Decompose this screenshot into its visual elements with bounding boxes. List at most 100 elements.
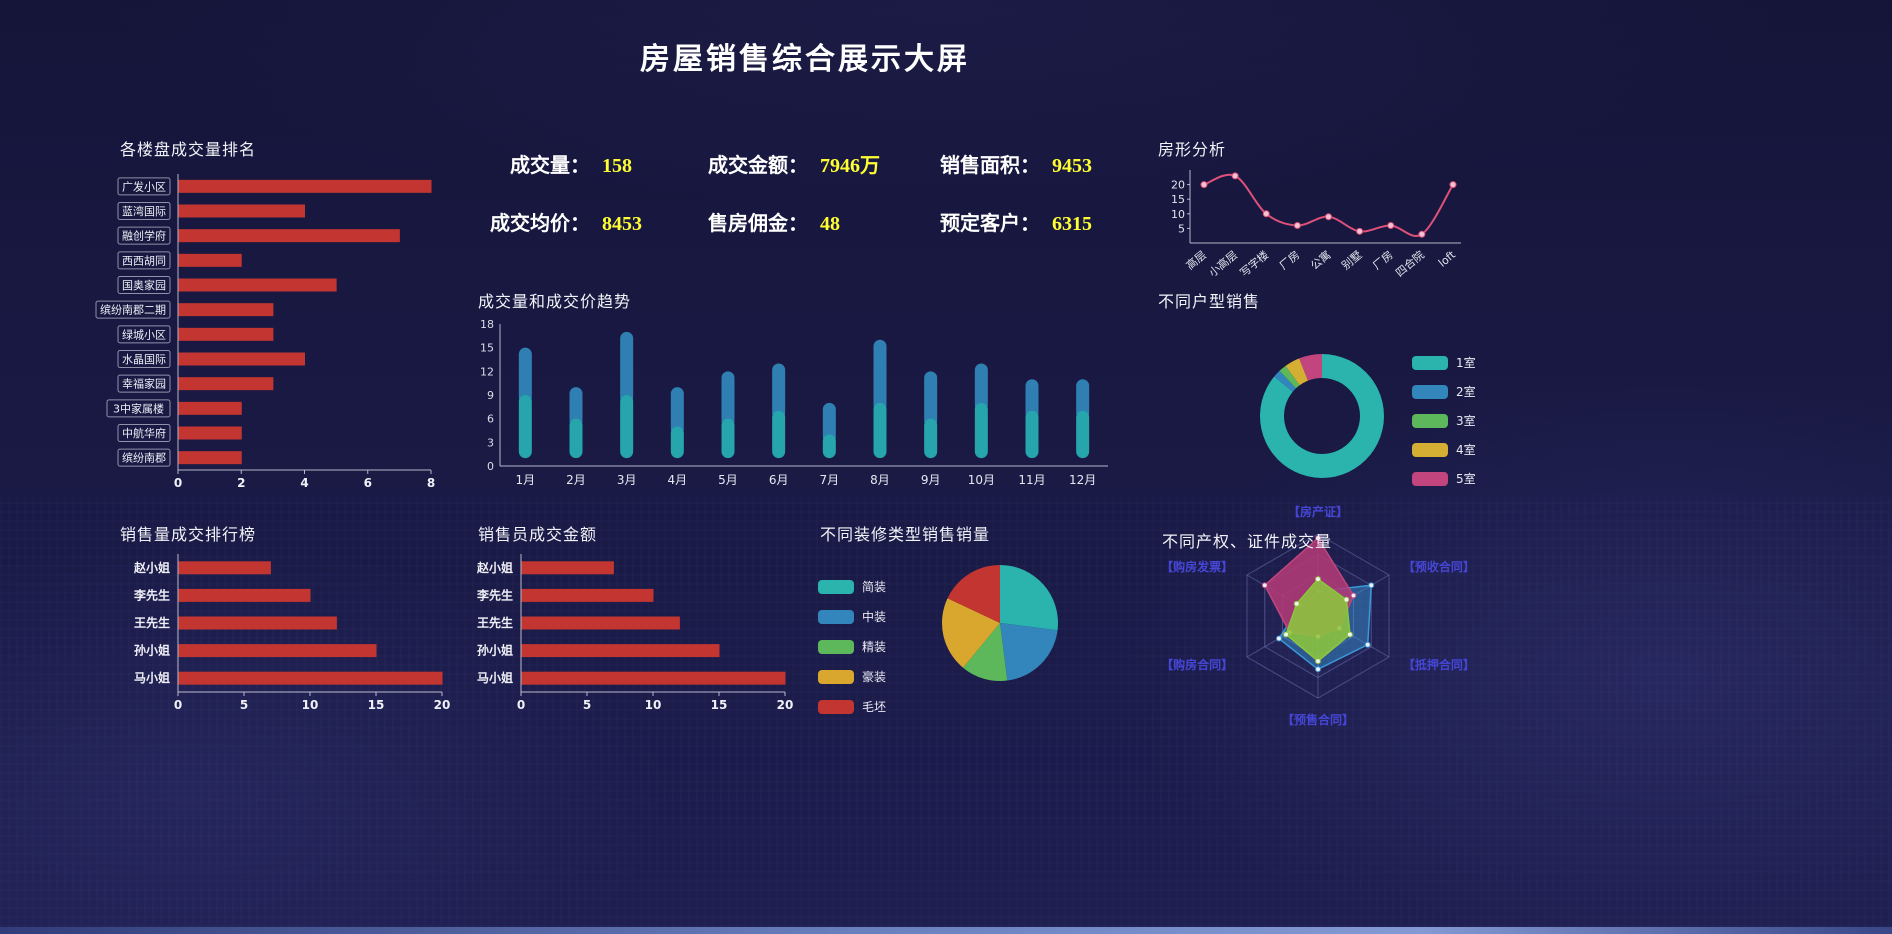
radar-point	[1315, 535, 1321, 542]
radar-indicator-label: 【预售合同】	[1282, 712, 1354, 727]
lower-bar	[1025, 410, 1039, 459]
legend-item-3室[interactable]: 3室	[1412, 412, 1476, 429]
data-point	[1356, 227, 1364, 235]
room-type-legend: 1室 2室 3室 4室 5室	[1412, 354, 1476, 487]
category-label: 中航华府	[122, 426, 166, 440]
kpi-cell: 预定客户： 6315	[928, 207, 1138, 236]
legend-item-2室[interactable]: 2室	[1412, 383, 1476, 400]
bar	[178, 278, 337, 292]
slice-2室	[1274, 370, 1296, 392]
legend-label: 4室	[1456, 443, 1476, 457]
data-point	[1200, 181, 1208, 189]
bar	[178, 204, 305, 218]
legend-label: 1室	[1456, 356, 1476, 370]
upper-bar	[822, 402, 836, 444]
month-label: 7月	[820, 473, 840, 487]
radar-title: 不同产权、证件成交量	[1162, 532, 1333, 551]
category-label: 马小姐	[134, 670, 170, 685]
bar	[178, 426, 242, 440]
radar-point	[1368, 582, 1375, 589]
house-shape-title: 房形分析	[1158, 140, 1227, 159]
bar	[178, 451, 242, 465]
x-tick-label: 0	[174, 476, 182, 490]
category-label: 李先生	[133, 587, 170, 602]
month-label: 1月	[516, 473, 536, 487]
upper-bar	[772, 363, 786, 420]
category-label: 厂房	[1277, 248, 1302, 272]
kpi-value: 48	[820, 212, 840, 235]
decoration-pie-chart	[942, 565, 1058, 681]
bar	[178, 588, 311, 602]
category-label: 写字楼	[1237, 248, 1271, 280]
legend-swatch	[818, 669, 854, 684]
y-tick-label: 15	[480, 342, 494, 355]
radar-point	[1364, 641, 1371, 648]
radar-indicator-label: 【购房合同】	[1161, 657, 1233, 672]
radar-point	[1350, 592, 1357, 599]
legend-item-毛坯[interactable]: 毛坯	[818, 698, 886, 715]
bottom-light-strip	[0, 927, 1892, 934]
legend-item-4室[interactable]: 4室	[1412, 441, 1476, 458]
category-label-box	[117, 177, 171, 196]
upper-bar	[924, 371, 938, 428]
category-label-box	[117, 251, 171, 270]
month-label: 4月	[668, 473, 688, 487]
category-label: 赵小姐	[476, 560, 513, 575]
y-tick-label: 18	[480, 318, 494, 331]
line-series	[1203, 173, 1454, 237]
x-tick-label: 0	[517, 698, 525, 712]
legend-swatch	[1412, 442, 1448, 457]
category-label: 缤纷南郡二期	[100, 303, 166, 317]
month-label: 11月	[1018, 473, 1045, 487]
decoration-legend: 简装中装精装豪装毛坯	[818, 578, 886, 715]
month-label: 3月	[617, 473, 637, 487]
lower-bar	[772, 410, 786, 459]
legend-item-豪装[interactable]: 豪装	[818, 668, 886, 685]
month-label: 2月	[566, 473, 586, 487]
bar	[178, 303, 274, 317]
radar-indicator-label: 【购房发票】	[1161, 559, 1233, 574]
data-point	[1387, 221, 1395, 229]
category-label: 别墅	[1339, 248, 1364, 272]
month-label: 12月	[1069, 473, 1096, 487]
category-label-box	[117, 325, 171, 344]
bar	[178, 179, 432, 193]
x-tick-label: 20	[434, 698, 451, 712]
legend-swatch	[818, 579, 854, 594]
kpi-value: 7946万	[820, 154, 880, 177]
x-tick-label: 8	[427, 476, 435, 490]
kpi-label: 售房佣金：	[708, 212, 808, 235]
legend-item-5室[interactable]: 5室	[1412, 470, 1476, 487]
category-label: 3中家属楼	[113, 401, 164, 415]
month-label: 9月	[921, 473, 941, 487]
kpi-value: 158	[602, 154, 632, 177]
upper-bar	[569, 387, 583, 428]
legend-swatch	[1412, 355, 1448, 370]
legend-item-中装[interactable]: 中装	[818, 608, 886, 625]
month-label: 6月	[769, 473, 789, 487]
x-tick-label: 20	[777, 698, 794, 712]
category-label-box	[95, 300, 171, 319]
data-point	[1231, 172, 1239, 180]
x-tick-label: 0	[174, 698, 182, 712]
data-point	[1325, 213, 1332, 221]
legend-item-简装[interactable]: 简装	[818, 578, 886, 595]
category-label: 孙小姐	[134, 643, 170, 658]
legend-item-1室[interactable]: 1室	[1412, 354, 1476, 371]
category-label: 王先生	[477, 615, 513, 630]
bar	[178, 616, 337, 630]
bar	[178, 644, 377, 658]
slice-中装	[1000, 623, 1058, 681]
category-label: 融创学府	[122, 229, 166, 243]
kpi-label: 预定客户：	[940, 212, 1040, 235]
data-point	[1293, 221, 1301, 229]
month-label: 8月	[870, 473, 890, 487]
slice-5室	[1299, 354, 1322, 381]
legend-label: 3室	[1456, 414, 1476, 428]
kpi-label: 成交金额：	[708, 154, 808, 177]
legend-item-精装[interactable]: 精装	[818, 638, 886, 655]
kpi-cell: 成交量： 158	[478, 149, 696, 178]
month-label: 5月	[718, 473, 738, 487]
kpi-label: 销售面积：	[940, 154, 1040, 177]
legend-swatch	[818, 609, 854, 624]
